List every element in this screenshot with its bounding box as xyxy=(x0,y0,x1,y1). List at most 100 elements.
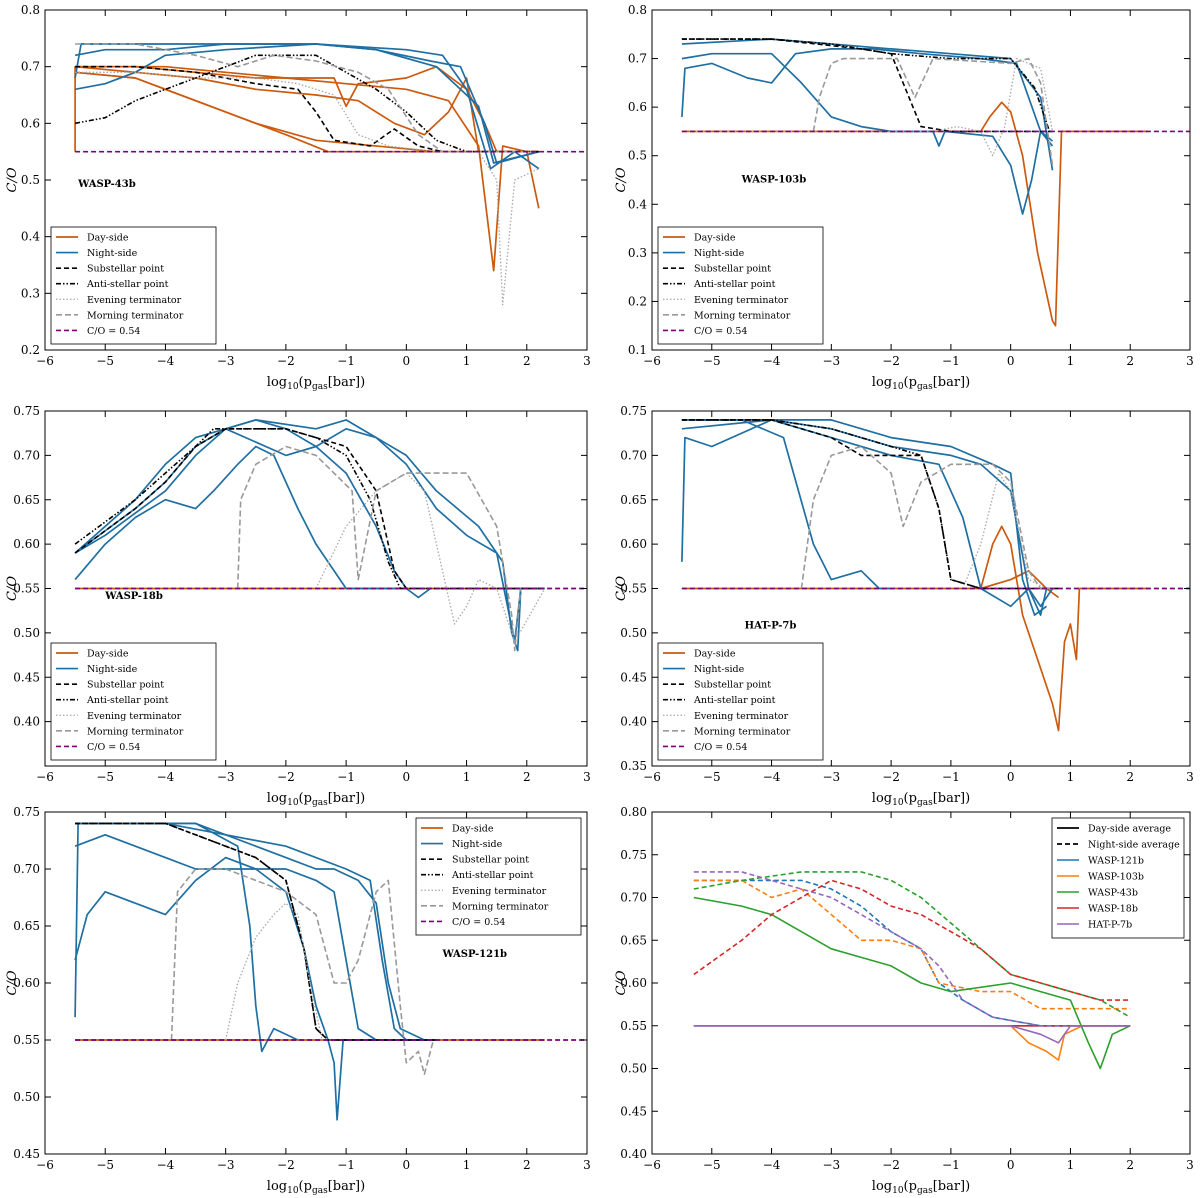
series-line-night-side xyxy=(681,52,1054,215)
legend: Day-side Night-side Substellar point Anti-s… xyxy=(657,642,824,761)
x-tick-label: −6 xyxy=(36,354,54,368)
legend-label: WASP-121b xyxy=(1088,856,1144,867)
x-tick-label: −2 xyxy=(277,354,295,368)
legend-label: Evening terminator xyxy=(694,295,789,306)
series-line-morning-terminator xyxy=(170,868,435,1075)
series-line-day-side xyxy=(75,71,539,153)
y-tick-label: 0.60 xyxy=(620,976,647,990)
legend-label: C/O = 0.54 xyxy=(87,326,140,337)
series-line-day-side xyxy=(681,525,1149,732)
series-line-anti-stellar-point xyxy=(74,428,545,590)
x-tick-label: −6 xyxy=(643,354,661,368)
series-line-anti-stellar-point xyxy=(74,54,539,153)
plot-area xyxy=(74,43,587,306)
panel-wasp-18b: −6 −5 −4 −3 −2 −1 0 1 2 3 0.40 0.45 0.50 0.55 0.60 0.65… xyxy=(5,404,591,808)
y-axis-label: C/O xyxy=(5,970,20,995)
legend-label: Evening terminator xyxy=(87,711,182,722)
x-axis-label: log10(pgas[bar]) xyxy=(872,1179,970,1196)
legend-box xyxy=(1051,817,1185,939)
x-tick-label: −4 xyxy=(157,1158,175,1172)
series-line-anti-stellar-point xyxy=(75,822,437,1041)
y-tick-label: 0.70 xyxy=(620,891,647,905)
panel-comparison: −6 −5 −4 −3 −2 −1 0 1 2 3 0.40 0.45 0.50 0.55 0.60 0.65… xyxy=(614,805,1194,1196)
x-tick-label: −5 xyxy=(703,770,721,784)
y-tick-label: 0.55 xyxy=(620,582,647,596)
y-tick-label: 0.70 xyxy=(13,862,40,876)
x-tick-label: −1 xyxy=(942,1158,960,1172)
legend: Day-side average Night-side average WASP-1… xyxy=(1051,817,1185,939)
planet-label: WASP-43b xyxy=(77,179,136,190)
legend-label: Night-side xyxy=(87,248,138,259)
x-tick-label: −5 xyxy=(703,1158,721,1172)
series-line-night-side xyxy=(75,822,425,1041)
panel-wasp-103b: −6 −5 −4 −3 −2 −1 0 1 2 3 0.1 0.2 0.3 0.4 0.5 0.6 0.7 0.8… xyxy=(614,3,1194,392)
x-tick-label: −2 xyxy=(882,354,900,368)
y-tick-label: 0.70 xyxy=(620,448,647,462)
y-tick-label: 0.8 xyxy=(21,3,40,17)
x-tick-label: 2 xyxy=(523,770,531,784)
y-tick-label: 0.65 xyxy=(620,493,647,507)
plot-area xyxy=(681,38,1190,327)
legend-label: C/O = 0.54 xyxy=(87,742,140,753)
series-line-morning-terminator xyxy=(236,445,522,652)
legend-label: C/O = 0.54 xyxy=(452,917,505,928)
x-tick-label: 0 xyxy=(403,1158,411,1172)
plot-area xyxy=(74,822,587,1121)
y-tick-label: 0.50 xyxy=(13,1090,40,1104)
series-line-night-side xyxy=(74,43,540,170)
x-tick-label: −2 xyxy=(277,770,295,784)
series-line-evening-terminator xyxy=(962,472,1047,590)
legend-label: Anti-stellar point xyxy=(86,695,169,706)
y-tick-label: 0.55 xyxy=(620,1019,647,1033)
planet-label: HAT-P-7b xyxy=(745,620,797,631)
legend-label: C/O = 0.54 xyxy=(694,326,747,337)
x-axis-label: log10(pgas[bar]) xyxy=(267,791,365,808)
x-tick-label: −1 xyxy=(337,1158,355,1172)
legend-label: Evening terminator xyxy=(694,711,789,722)
legend: Day-side Night-side Substellar point Anti-s… xyxy=(50,642,217,761)
x-tick-label: −3 xyxy=(822,1158,840,1172)
series-line-day-side xyxy=(75,71,539,153)
series-line-night-side xyxy=(74,43,540,164)
x-tick-label: −5 xyxy=(96,1158,114,1172)
y-tick-label: 0.65 xyxy=(620,933,647,947)
legend-box xyxy=(50,226,217,345)
series-line-evening-terminator xyxy=(225,902,335,1041)
x-tick-label: 2 xyxy=(1126,770,1134,784)
legend-label: Substellar point xyxy=(87,264,164,275)
x-tick-label: −1 xyxy=(942,354,960,368)
y-tick-label: 0.75 xyxy=(13,404,40,418)
x-tick-label: 0 xyxy=(1007,1158,1015,1172)
y-tick-label: 0.60 xyxy=(13,537,40,551)
planet-label: WASP-121b xyxy=(441,949,507,960)
x-tick-label: −1 xyxy=(337,770,355,784)
legend-label: WASP-103b xyxy=(1088,872,1144,883)
x-tick-label: −3 xyxy=(217,354,235,368)
legend-label: Day-side xyxy=(87,233,129,244)
plot-area xyxy=(681,419,1190,732)
series-line-morning-terminator xyxy=(812,57,1054,166)
legend: Day-side Night-side Substellar point Anti-s… xyxy=(415,817,582,936)
legend-label: Morning terminator xyxy=(87,726,184,737)
legend-label: Morning terminator xyxy=(87,310,184,321)
x-tick-label: −4 xyxy=(763,770,781,784)
series-line-night-side xyxy=(74,833,437,1041)
legend-label: Substellar point xyxy=(452,855,529,866)
series-line-night-side xyxy=(681,48,1054,147)
legend: Day-side Night-side Substellar point Anti-s… xyxy=(50,226,217,345)
series-line-wasp-43b xyxy=(693,896,1131,1070)
x-tick-label: 1 xyxy=(463,1158,471,1172)
legend-box xyxy=(50,642,217,761)
series-line-evening-terminator xyxy=(75,71,540,306)
legend-label: Substellar point xyxy=(694,264,771,275)
x-tick-label: −2 xyxy=(277,1158,295,1172)
legend-label: Anti-stellar point xyxy=(86,279,169,290)
x-tick-label: −4 xyxy=(157,354,175,368)
y-tick-label: 0.75 xyxy=(620,404,647,418)
y-axis-label: C/O xyxy=(5,167,20,192)
x-tick-label: −4 xyxy=(157,770,175,784)
legend-box xyxy=(415,817,582,936)
series-line-night-side xyxy=(74,445,407,590)
panel-wasp-121b: −6 −5 −4 −3 −2 −1 0 1 2 3 0.45 0.50 0.55 0.60 0.65 0.70… xyxy=(5,805,591,1196)
